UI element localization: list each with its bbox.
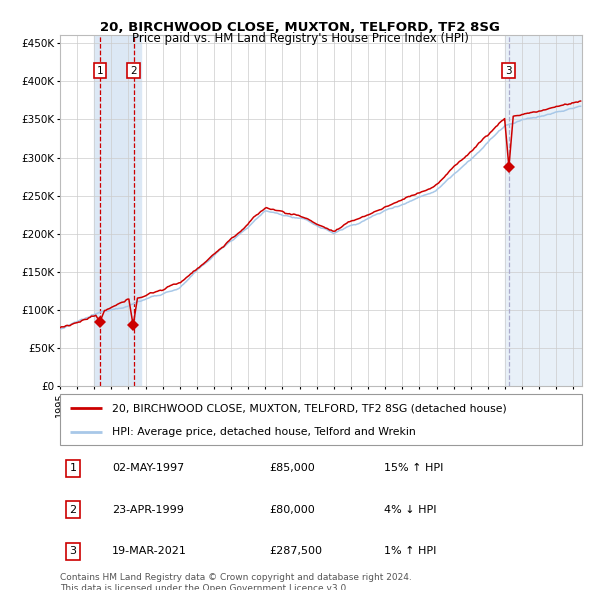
FancyBboxPatch shape <box>60 394 582 445</box>
Text: 20, BIRCHWOOD CLOSE, MUXTON, TELFORD, TF2 8SG: 20, BIRCHWOOD CLOSE, MUXTON, TELFORD, TF… <box>100 21 500 34</box>
Text: £287,500: £287,500 <box>269 546 322 556</box>
Text: HPI: Average price, detached house, Telford and Wrekin: HPI: Average price, detached house, Telf… <box>112 428 416 437</box>
Text: £85,000: £85,000 <box>269 464 314 473</box>
Text: 02-MAY-1997: 02-MAY-1997 <box>112 464 184 473</box>
Bar <box>505 35 582 386</box>
Text: 1: 1 <box>97 65 103 76</box>
Text: 4% ↓ HPI: 4% ↓ HPI <box>383 505 436 514</box>
Text: 2: 2 <box>70 505 77 514</box>
Text: 19-MAR-2021: 19-MAR-2021 <box>112 546 187 556</box>
Text: 2: 2 <box>130 65 137 76</box>
Text: 15% ↑ HPI: 15% ↑ HPI <box>383 464 443 473</box>
Text: £80,000: £80,000 <box>269 505 314 514</box>
Text: 20, BIRCHWOOD CLOSE, MUXTON, TELFORD, TF2 8SG (detached house): 20, BIRCHWOOD CLOSE, MUXTON, TELFORD, TF… <box>112 403 507 413</box>
Text: 3: 3 <box>505 65 512 76</box>
Text: 3: 3 <box>70 546 77 556</box>
Text: Price paid vs. HM Land Registry's House Price Index (HPI): Price paid vs. HM Land Registry's House … <box>131 32 469 45</box>
Text: 23-APR-1999: 23-APR-1999 <box>112 505 184 514</box>
Text: 1: 1 <box>70 464 77 473</box>
Text: Contains HM Land Registry data © Crown copyright and database right 2024.
This d: Contains HM Land Registry data © Crown c… <box>60 573 412 590</box>
Bar <box>94 35 141 386</box>
Text: 1% ↑ HPI: 1% ↑ HPI <box>383 546 436 556</box>
